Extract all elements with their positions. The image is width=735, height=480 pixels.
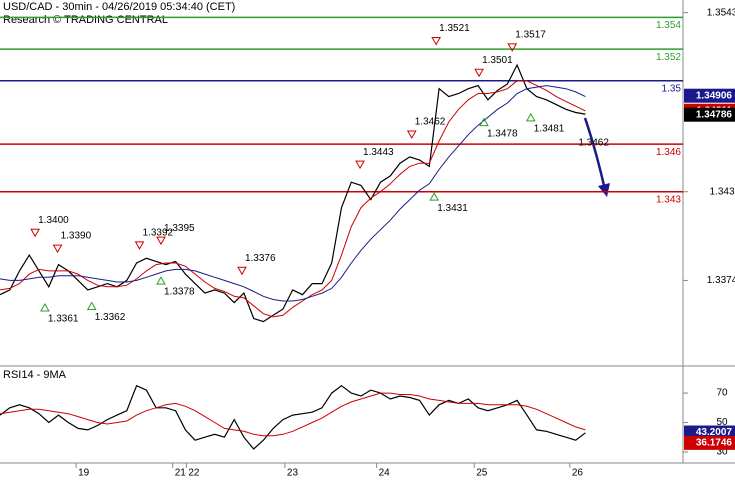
peak-marker	[406, 130, 417, 140]
level-label: 1.35	[662, 83, 682, 94]
x-tick-label: 23	[287, 468, 299, 479]
x-tick-label: 19	[78, 468, 90, 479]
value-box	[684, 88, 735, 103]
peak-marker	[474, 68, 484, 78]
series-line	[0, 392, 586, 437]
annotation-label: 1.3521	[439, 23, 470, 34]
annotation-label: 1.3443	[363, 147, 394, 158]
level-label: 1.346	[656, 147, 681, 158]
annotation-label: 1.3361	[48, 314, 79, 325]
annotation-label: 1.3395	[164, 223, 195, 234]
y-tick-label: 1.3374	[707, 275, 735, 286]
x-tick-label: 24	[379, 468, 391, 479]
forecast-arrowhead	[598, 183, 610, 197]
value-box-label: 1.34786	[696, 109, 733, 120]
annotation-label: 1.3376	[245, 253, 276, 264]
trough-marker	[40, 303, 50, 312]
peak-marker	[156, 236, 166, 246]
trough-marker	[525, 112, 536, 122]
trough-marker	[156, 276, 166, 285]
peak-marker	[431, 37, 442, 46]
peak-marker	[134, 241, 145, 250]
annotation-label: 1.3390	[61, 231, 92, 242]
chart-subtitle: Research © TRADING CENTRAL	[3, 14, 168, 26]
x-tick-label: 25	[476, 468, 488, 479]
annotation-label: 1.3431	[437, 203, 468, 214]
value-box-label: 1.34906	[696, 90, 733, 101]
value-box	[684, 107, 735, 122]
peak-marker	[507, 43, 518, 52]
annotation-label: 1.3501	[482, 55, 513, 66]
annotation-label: 1.3462	[415, 117, 446, 128]
level-label: 1.354	[656, 20, 681, 31]
peak-marker	[237, 266, 247, 276]
annotation-label: 1.3378	[164, 287, 195, 298]
annotation-label: 1.3517	[515, 30, 546, 41]
value-box	[684, 435, 735, 450]
value-box-label: 43.2007	[696, 427, 733, 438]
forecast-arrow	[583, 117, 607, 191]
value-box-label: 36.1746	[696, 438, 733, 449]
y-tick-label: 1.343	[709, 186, 734, 197]
peak-marker	[30, 228, 40, 238]
level-label: 1.352	[656, 52, 681, 63]
y-tick-label: 30	[716, 447, 728, 458]
trough-marker	[429, 192, 440, 201]
chart-title: USD/CAD - 30min - 04/26/2019 05:34:40 (C…	[3, 1, 235, 13]
series-line	[0, 85, 586, 302]
series-line	[0, 80, 586, 318]
x-tick-label: 22	[188, 468, 200, 479]
peak-marker	[355, 160, 365, 170]
y-tick-label: 70	[716, 388, 728, 399]
trough-marker	[479, 117, 489, 127]
target-label: 1.3462	[578, 138, 609, 149]
rsi-title: RSI14 - 9MA	[3, 369, 67, 381]
trough-marker	[86, 301, 97, 310]
y-tick-label: 1.3543	[707, 7, 735, 18]
annotation-label: 1.3362	[95, 312, 126, 323]
y-tick-label: 50	[716, 417, 728, 428]
series-line	[0, 63, 586, 323]
annotation-label: 1.3481	[534, 124, 565, 135]
x-tick-label: 26	[572, 468, 584, 479]
level-label: 1.343	[656, 194, 681, 205]
peak-marker	[52, 244, 63, 254]
annotation-label: 1.3400	[38, 215, 69, 226]
annotation-label: 1.3392	[143, 228, 174, 239]
x-tick-label: 21	[175, 468, 187, 479]
series-line	[0, 384, 586, 450]
annotation-label: 1.3478	[487, 128, 518, 139]
